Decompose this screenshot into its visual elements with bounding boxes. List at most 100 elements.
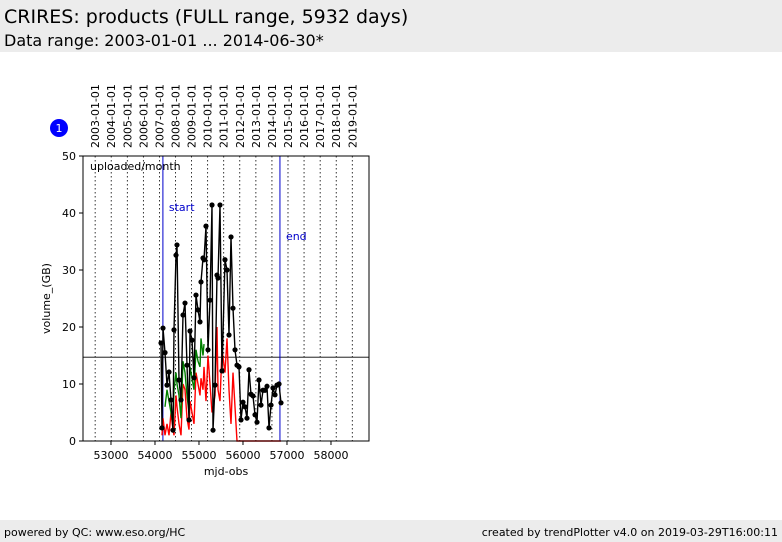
data-point: [226, 332, 232, 338]
data-point: [252, 412, 258, 418]
x-tick-label: 54000: [137, 449, 172, 462]
data-point: [178, 397, 184, 403]
data-point: [276, 381, 282, 387]
data-point: [198, 279, 204, 285]
header: CRIRES: products (FULL range, 5932 days)…: [0, 0, 782, 52]
data-point: [158, 340, 164, 346]
x2-tick-label: 2006-01-01: [137, 84, 150, 148]
data-point: [189, 337, 195, 343]
data-point: [201, 257, 207, 263]
x2-tick-label: 2010-01-01: [202, 84, 215, 148]
data-point: [264, 383, 270, 389]
x2-tick-label: 2007-01-01: [153, 84, 166, 148]
data-point: [197, 319, 203, 325]
data-point: [217, 202, 223, 208]
x2-tick-label: 2014-01-01: [266, 84, 279, 148]
data-point: [212, 382, 218, 388]
x2-tick-label: 2013-01-01: [250, 84, 263, 148]
chart: 1 2003-01-01 2004-01-01 2005-01-01 2006-01-0…: [40, 84, 370, 478]
data-point: [191, 375, 197, 381]
data-point: [246, 367, 252, 373]
data-point: [162, 350, 168, 356]
data-point: [174, 242, 180, 248]
x2-tick-label: 2005-01-01: [121, 84, 134, 148]
x2-tick-label: 2009-01-01: [186, 84, 199, 148]
data-point: [236, 364, 242, 370]
data-point: [268, 402, 274, 408]
data-point: [215, 275, 221, 281]
data-point: [228, 234, 234, 240]
x2-tick-label: 2018-01-01: [330, 84, 343, 148]
data-point: [159, 425, 165, 431]
data-point: [250, 393, 256, 399]
x2-tick-label: 2004-01-01: [105, 84, 118, 148]
data-point: [176, 377, 182, 383]
y-tick-label: 20: [62, 321, 76, 334]
x-tick-label: 57000: [269, 449, 304, 462]
data-point: [242, 404, 248, 410]
data-point: [184, 362, 190, 368]
data-point: [254, 419, 260, 425]
data-point: [207, 297, 213, 303]
data-point: [164, 382, 170, 388]
footer: powered by QC: www.eso.org/HC created by…: [0, 520, 782, 542]
y-tick-label: 0: [69, 435, 76, 448]
data-point: [180, 312, 186, 318]
x2-tick-label: 2019-01-01: [346, 84, 359, 148]
data-point: [258, 402, 264, 408]
range-marker-label: start: [169, 201, 195, 214]
data-point: [210, 427, 216, 433]
data-point: [170, 427, 176, 433]
y-axis-label: volume_(GB): [40, 263, 53, 334]
badge-label: 1: [56, 122, 63, 135]
x2-tick-label: 2011-01-01: [218, 84, 231, 148]
title: CRIRES: products (FULL range, 5932 days): [4, 6, 409, 28]
x2-tick-label: 2003-01-01: [89, 84, 102, 148]
data-point: [166, 369, 172, 375]
x2-tick-label: 2008-01-01: [169, 84, 182, 148]
data-point: [238, 417, 244, 423]
plot-frame: [82, 155, 370, 442]
y-tick-label: 40: [62, 207, 76, 220]
subtitle: Data range: 2003-01-01 ... 2014-06-30*: [4, 31, 324, 50]
data-point: [222, 257, 228, 263]
data-point: [209, 202, 215, 208]
x2-tick-label: 2015-01-01: [282, 84, 295, 148]
x-tick-label: 53000: [93, 449, 128, 462]
data-point: [205, 347, 211, 353]
data-point: [270, 385, 276, 391]
x2-tick-label: 2017-01-01: [314, 84, 327, 148]
data-point: [182, 300, 188, 306]
x-tick-label: 58000: [313, 449, 348, 462]
data-point: [240, 399, 246, 405]
data-point: [187, 328, 193, 334]
range-marker-label: end: [286, 230, 307, 243]
data-point: [262, 387, 268, 393]
data-point: [193, 292, 199, 298]
data-point: [186, 417, 192, 423]
data-point: [203, 223, 209, 229]
data-point: [232, 347, 238, 353]
data-point: [278, 400, 284, 406]
x2-tick-label: 2012-01-01: [234, 84, 247, 148]
footer-right: created by trendPlotter v4.0 on 2019-03-…: [481, 526, 778, 539]
data-point: [195, 307, 201, 313]
data-point: [224, 267, 230, 273]
y-tick-label: 30: [62, 264, 76, 277]
x2-tick-label: 2016-01-01: [298, 84, 311, 148]
data-point: [256, 377, 262, 383]
badge: [50, 119, 68, 137]
annotation: uploaded/month: [90, 160, 181, 173]
y-tick-label: 50: [62, 150, 76, 163]
x-tick-label: 56000: [225, 449, 260, 462]
data-point: [171, 327, 177, 333]
data-point: [272, 392, 278, 398]
data-point: [230, 305, 236, 311]
data-point: [244, 415, 250, 421]
data-point: [160, 325, 166, 331]
data-point: [219, 368, 225, 374]
data-point: [266, 425, 272, 431]
footer-left: powered by QC: www.eso.org/HC: [4, 526, 186, 539]
data-point: [168, 397, 174, 403]
x-tick-label: 55000: [181, 449, 216, 462]
